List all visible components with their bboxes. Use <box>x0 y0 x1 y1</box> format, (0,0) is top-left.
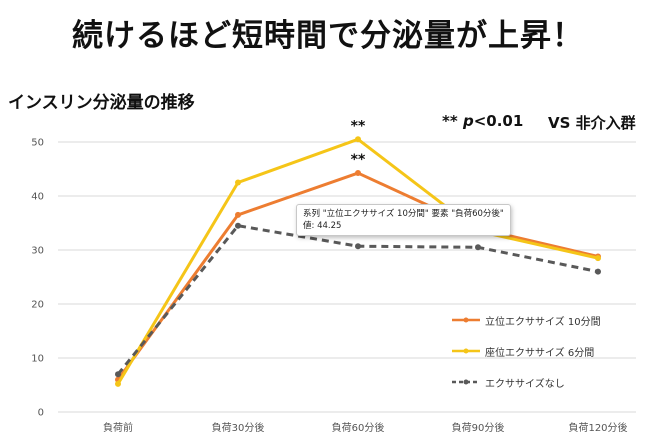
data-point-s2-2 <box>355 243 361 250</box>
legend-item-sitting[interactable]: 座位エクササイズ 6分間 <box>452 343 601 359</box>
y-tick-label-3: 30 <box>31 246 44 257</box>
p-symbol: p <box>462 112 474 130</box>
significance-note: ** p<0.01 <box>442 112 523 130</box>
x-tick-label-3: 負荷90分後 <box>452 421 505 434</box>
data-point-s2-1 <box>235 222 241 229</box>
data-point-s2-3 <box>475 244 481 251</box>
data-point-s1-0 <box>115 380 121 387</box>
y-tick-label-1: 10 <box>31 354 44 365</box>
significance-stars: ** <box>442 112 458 130</box>
chart-title: インスリン分泌量の推移 <box>8 93 195 113</box>
significance-annotation-1: ** <box>351 118 366 134</box>
x-tick-label-1: 負荷30分後 <box>212 421 265 434</box>
data-point-s0-1 <box>235 211 241 218</box>
y-tick-label-4: 40 <box>31 192 44 203</box>
legend-label-no-exercise: エクササイズなし <box>485 378 565 390</box>
p-value: <0.01 <box>473 112 524 130</box>
significance-annotation-0: ** <box>351 152 366 168</box>
x-tick-label-4: 負荷120分後 <box>568 421 627 434</box>
legend-label-sitting: 座位エクササイズ 6分間 <box>485 347 595 359</box>
data-tooltip: 系列 "立位エクササイズ 10分間" 要素 "負荷60分後" 値: 44.25 <box>296 204 511 236</box>
data-point-s1-1 <box>235 179 241 186</box>
data-point-s0-2 <box>355 170 361 177</box>
legend-item-standing[interactable]: 立位エクササイズ 10分間 <box>452 312 601 328</box>
data-point-s2-4 <box>595 268 601 275</box>
legend: 立位エクササイズ 10分間 座位エクササイズ 6分間 エクササイズなし <box>452 312 601 405</box>
legend-swatch-no-exercise <box>452 379 480 385</box>
tooltip-value-line: 値: 44.25 <box>303 221 342 231</box>
x-tick-label-2: 負荷60分後 <box>332 421 385 434</box>
legend-swatch-standing <box>452 317 480 323</box>
legend-item-no-exercise[interactable]: エクササイズなし <box>452 374 601 390</box>
legend-label-standing: 立位エクササイズ 10分間 <box>485 316 601 328</box>
legend-swatch-sitting <box>452 348 480 354</box>
data-point-s2-0 <box>115 371 121 378</box>
data-point-s1-2 <box>355 136 361 143</box>
y-tick-label-2: 20 <box>31 300 44 311</box>
data-point-s1-4 <box>595 255 601 262</box>
comparison-note: VS 非介入群 <box>548 114 636 132</box>
x-tick-label-0: 負荷前 <box>103 421 133 434</box>
headline: 続けるほど短時間で分泌量が上昇！ <box>72 18 584 54</box>
y-tick-label-0: 0 <box>38 408 44 419</box>
tooltip-series-line: 系列 "立位エクササイズ 10分間" 要素 "負荷60分後" <box>303 209 504 219</box>
y-tick-label-5: 50 <box>31 138 44 149</box>
